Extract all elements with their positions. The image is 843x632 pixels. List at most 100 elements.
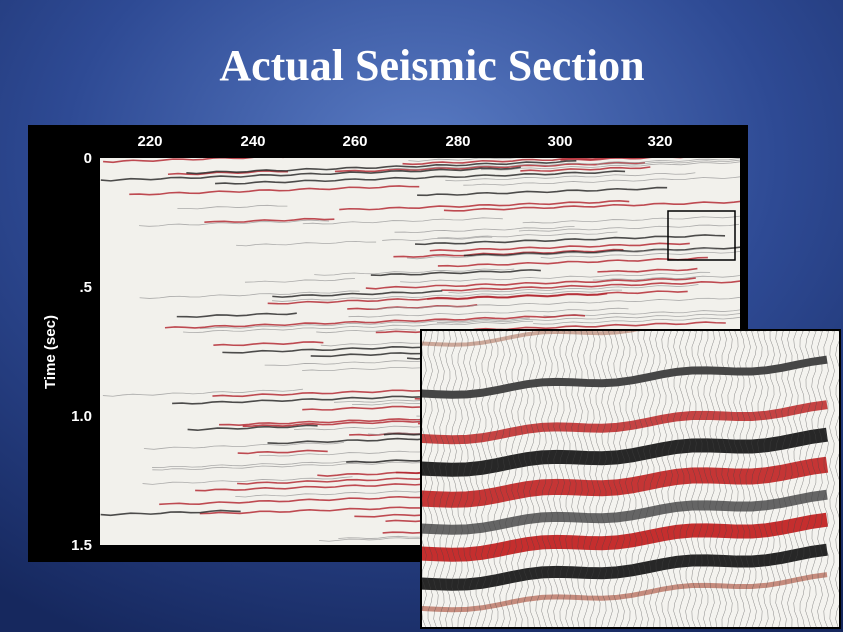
- wiggle-trace: [589, 331, 595, 627]
- reflector: [422, 355, 828, 399]
- y-tick-label: 0: [84, 150, 92, 167]
- reflector: [316, 328, 417, 334]
- wiggle-trace: [685, 331, 691, 627]
- wiggle-trace: [547, 331, 553, 627]
- reflector: [522, 215, 740, 224]
- x-tick-label: 260: [342, 133, 367, 150]
- wiggle-trace: [637, 331, 643, 627]
- wiggle-trace: [439, 331, 445, 627]
- reflector: [236, 240, 377, 247]
- reflector: [406, 248, 718, 260]
- reflector: [159, 494, 440, 506]
- reflector: [314, 268, 515, 276]
- x-tick-label: 280: [445, 133, 470, 150]
- wiggle-trace: [823, 331, 829, 627]
- wiggle-trace: [691, 331, 697, 627]
- wiggle-trace: [475, 331, 481, 627]
- reflector: [445, 172, 696, 182]
- slide-title: Actual Seismic Section: [219, 41, 644, 90]
- x-tick-label: 320: [647, 133, 672, 150]
- reflector: [417, 186, 668, 197]
- wiggle-trace: [631, 331, 637, 627]
- y-axis-label: Time (sec): [42, 315, 59, 389]
- reflector: [237, 449, 328, 455]
- reflector: [480, 161, 740, 171]
- reflector: [382, 236, 493, 241]
- reflector: [533, 316, 740, 325]
- reflector: [215, 170, 626, 185]
- reflector: [272, 289, 623, 302]
- wiggle-trace: [499, 331, 505, 627]
- wiggle-trace: [583, 331, 589, 627]
- wiggle-trace: [817, 331, 823, 627]
- reflector: [540, 250, 740, 259]
- wiggle-trace: [757, 331, 763, 627]
- reflector: [177, 204, 288, 210]
- wiggle-trace: [745, 331, 751, 627]
- reflector: [441, 280, 740, 292]
- reflector: [388, 158, 740, 170]
- y-tick-label: 1.5: [71, 537, 92, 554]
- wiggle-trace: [667, 331, 673, 627]
- wiggle-trace: [649, 331, 655, 627]
- reflector: [103, 158, 285, 164]
- wiggle-trace: [493, 331, 499, 627]
- reflector: [422, 489, 828, 535]
- x-tick-label: 240: [240, 133, 265, 150]
- reflector: [422, 400, 828, 445]
- reflector: [172, 394, 443, 405]
- reflector: [597, 267, 698, 273]
- reflector: [186, 160, 577, 175]
- wiggle-trace: [511, 331, 517, 627]
- reflector: [142, 476, 353, 485]
- wiggle-trace: [481, 331, 487, 627]
- wiggle-trace: [529, 331, 535, 627]
- wiggle-trace: [751, 331, 757, 627]
- reflector: [176, 312, 297, 318]
- wiggle-trace: [709, 331, 715, 627]
- wiggle-trace: [463, 331, 469, 627]
- wiggle-trace: [805, 331, 811, 627]
- reflector: [422, 572, 828, 613]
- reflector: [518, 223, 739, 232]
- reflector: [427, 292, 608, 301]
- reflector: [463, 246, 740, 257]
- wiggle-trace: [433, 331, 439, 627]
- reflector: [167, 170, 288, 176]
- reflector: [408, 158, 517, 162]
- wiggle-trace: [451, 331, 457, 627]
- wiggle-trace: [721, 331, 727, 627]
- wiggle-trace: [505, 331, 511, 627]
- reflector: [100, 509, 241, 517]
- reflector: [237, 476, 448, 485]
- wiggle-trace: [571, 331, 577, 627]
- wiggle-trace: [727, 331, 733, 627]
- wiggle-trace: [715, 331, 721, 627]
- wiggle-trace: [487, 331, 493, 627]
- wiggle-trace: [595, 331, 601, 627]
- wiggle-trace: [835, 331, 839, 627]
- reflector: [244, 278, 355, 283]
- wiggle-trace: [535, 331, 541, 627]
- wiggle-trace: [445, 331, 451, 627]
- reflector: [365, 277, 696, 290]
- reflector: [302, 217, 503, 225]
- wiggle-trace: [559, 331, 565, 627]
- reflector: [437, 256, 708, 268]
- reflector: [139, 290, 360, 299]
- wiggle-trace: [811, 331, 817, 627]
- reflector: [448, 284, 699, 294]
- y-tick-label: 1.0: [71, 408, 92, 425]
- reflector: [204, 217, 335, 223]
- wiggle-trace: [679, 331, 685, 627]
- reflector: [422, 543, 828, 591]
- wiggle-trace: [733, 331, 739, 627]
- wiggle-trace: [523, 331, 529, 627]
- reflector: [129, 185, 420, 196]
- reflector: [422, 331, 640, 347]
- x-tick-label: 300: [547, 133, 572, 150]
- wiggle-trace: [422, 331, 427, 627]
- wiggle-trace: [763, 331, 769, 627]
- reflector: [334, 161, 645, 173]
